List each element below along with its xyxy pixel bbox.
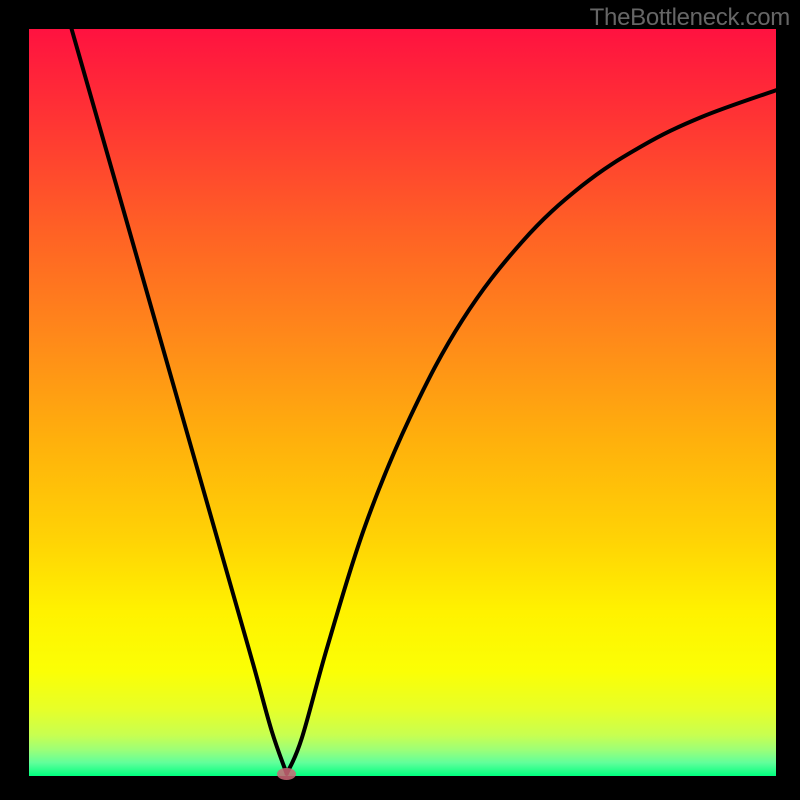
watermark-text: TheBottleneck.com — [590, 4, 790, 32]
minimum-marker — [277, 768, 296, 780]
chart-container: TheBottleneck.com — [0, 0, 800, 800]
plot-area — [29, 29, 776, 776]
